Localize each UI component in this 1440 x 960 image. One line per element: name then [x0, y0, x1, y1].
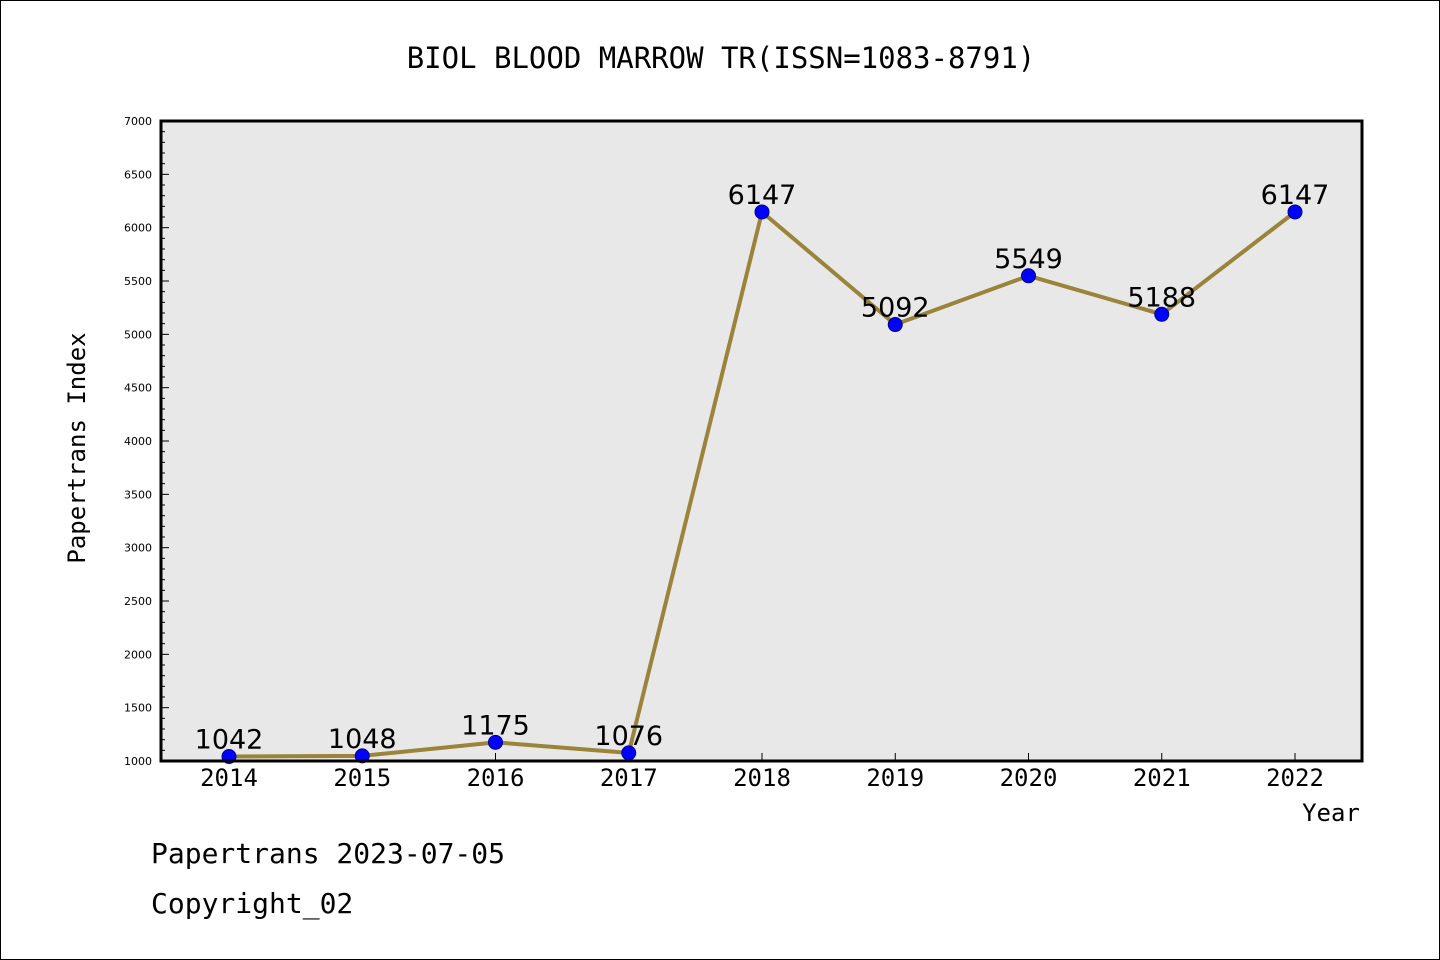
y-tick-label: 2000 — [124, 648, 152, 661]
data-point — [754, 204, 770, 220]
y-tick-label: 2500 — [124, 595, 152, 608]
data-label: 1042 — [195, 725, 264, 756]
series-markers — [221, 204, 1303, 765]
y-tick-label: 5500 — [124, 275, 152, 288]
x-tick-label: 2021 — [1133, 764, 1191, 792]
x-axis-label: Year — [1302, 799, 1360, 827]
plot-frame — [159, 119, 1364, 763]
footer-source: Papertrans 2023-07-05 — [151, 837, 506, 870]
data-label: 1048 — [328, 724, 397, 755]
y-axis-ticks: 1000 1500 2000 2500 3000 3500 4000 4500 5000 5500… — [124, 115, 169, 768]
y-tick-label: 1000 — [124, 755, 152, 768]
x-tick-label: 2017 — [600, 764, 658, 792]
data-point — [1287, 204, 1303, 220]
x-tick-label: 2020 — [1000, 764, 1058, 792]
data-point — [887, 317, 903, 333]
y-tick-label: 1500 — [124, 702, 152, 715]
y-tick-label: 7000 — [124, 115, 152, 128]
data-label: 6147 — [1261, 180, 1330, 211]
y-tick-label: 4000 — [124, 435, 152, 448]
data-label: 6147 — [728, 180, 797, 211]
data-label: 1175 — [461, 710, 530, 741]
footer-copyright: Copyright_02 — [151, 887, 354, 920]
x-tick-label: 2019 — [866, 764, 924, 792]
y-tick-label: 5000 — [124, 328, 152, 341]
y-axis-label: Papertrans Index — [63, 332, 91, 563]
y-tick-label: 6000 — [124, 222, 152, 235]
data-point — [1021, 268, 1036, 284]
data-labels: 1042 1048 1175 1076 6147 5092 5549 5188 6147 — [195, 180, 1330, 756]
x-tick-label: 2018 — [733, 764, 791, 792]
data-label: 5188 — [1127, 282, 1196, 313]
data-label: 5549 — [994, 244, 1063, 275]
data-point — [1154, 306, 1170, 322]
y-tick-label: 3000 — [124, 542, 152, 555]
y-tick-label: 4500 — [124, 382, 152, 395]
x-tick-label: 2015 — [333, 764, 391, 792]
data-label: 1076 — [594, 721, 663, 752]
x-tick-label: 2016 — [467, 764, 525, 792]
y-tick-label: 3500 — [124, 488, 152, 501]
x-axis-ticks: 2014 2015 2016 2017 2018 2019 2020 2021 2022 — [200, 753, 1324, 792]
plot-area — [161, 121, 1362, 761]
data-point — [488, 734, 503, 750]
x-tick-label: 2014 — [200, 764, 258, 792]
x-tick-label: 2022 — [1266, 764, 1324, 792]
y-tick-label: 6500 — [124, 168, 152, 181]
chart-title: BIOL BLOOD MARROW TR(ISSN=1083-8791) — [407, 41, 1036, 75]
data-point — [354, 748, 370, 764]
data-label: 5092 — [861, 293, 930, 324]
